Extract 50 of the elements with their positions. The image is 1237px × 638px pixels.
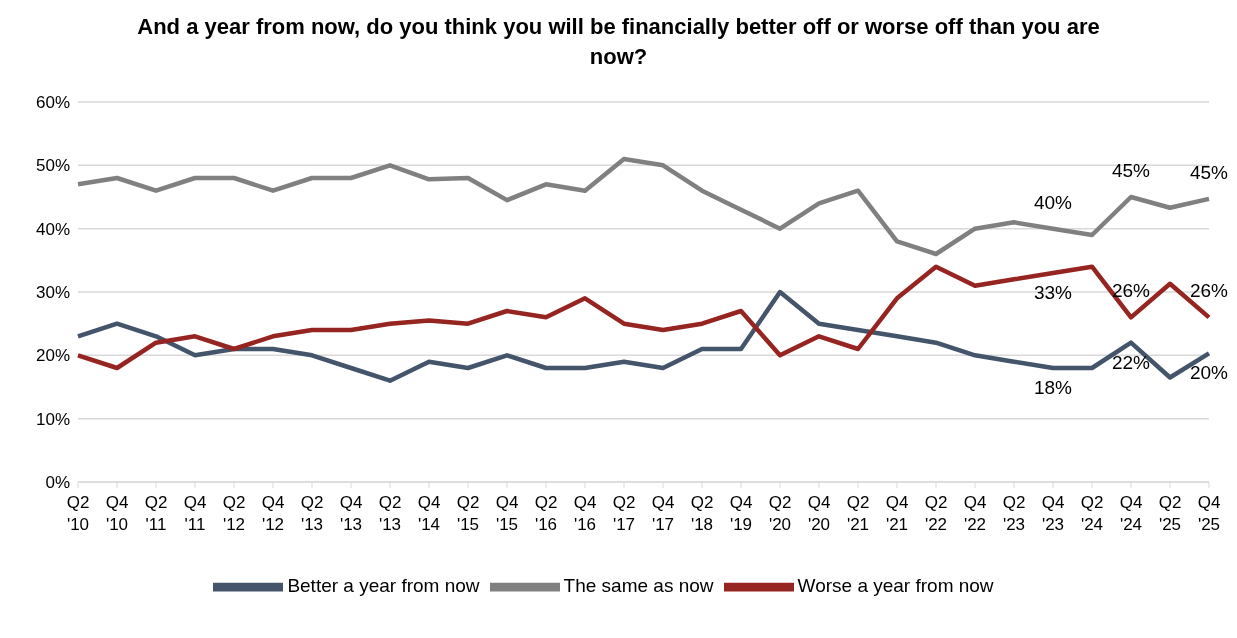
data-label: 45% xyxy=(1189,161,1229,183)
legend-label: The same as now xyxy=(563,575,714,597)
y-tick-label: 0% xyxy=(45,473,70,493)
x-tick-label: Q4 '20 xyxy=(807,493,831,534)
legend-label: Worse a year from now xyxy=(797,575,994,597)
y-tick-label: 20% xyxy=(35,346,70,366)
x-tick-label: Q2 '20 xyxy=(768,493,792,534)
x-tick-label: Q4 '17 xyxy=(651,493,675,534)
data-label: 26% xyxy=(1189,280,1229,302)
x-tick-label: Q4 '15 xyxy=(495,493,519,534)
y-tick-label: 30% xyxy=(35,283,70,303)
x-tick-label: Q4 '19 xyxy=(729,493,753,534)
x-tick-label: Q4 '22 xyxy=(963,493,987,534)
x-tick-label: Q2 '25 xyxy=(1158,493,1182,534)
data-label: 33% xyxy=(1033,282,1073,303)
y-tick-label: 50% xyxy=(35,156,70,176)
x-tick-label: Q4 '13 xyxy=(339,493,363,534)
y-tick-label: 40% xyxy=(35,219,70,239)
x-tick-label: Q4 '16 xyxy=(573,493,597,534)
x-tick-label: Q2 '11 xyxy=(144,493,168,534)
x-tick-label: Q2 '23 xyxy=(1002,493,1026,534)
x-tick-label: Q2 '17 xyxy=(612,493,636,534)
x-tick-label: Q4 '11 xyxy=(183,493,207,534)
x-tick-label: Q2 '18 xyxy=(690,493,714,534)
x-tick-label: Q4 '12 xyxy=(261,493,285,534)
legend-label: Better a year from now xyxy=(287,575,480,597)
x-tick-label: Q2 '13 xyxy=(300,493,324,534)
data-label: 18% xyxy=(1033,377,1073,398)
x-tick-label: Q2 '12 xyxy=(222,493,246,534)
x-tick-label: Q4 '10 xyxy=(105,493,129,534)
x-tick-label: Q2 '10 xyxy=(66,493,90,534)
x-tick-label: Q4 '21 xyxy=(885,493,909,534)
x-tick-label: Q2 '24 xyxy=(1080,493,1104,534)
data-label: 26% xyxy=(1111,280,1151,302)
y-tick-label: 10% xyxy=(35,409,70,429)
x-tick-label: Q4 '25 xyxy=(1197,493,1221,534)
x-tick-label: Q4 '24 xyxy=(1119,493,1143,534)
data-label: 45% xyxy=(1111,160,1151,181)
chart-title: And a year from now, do you think you will be financially better off or worse off than you are now? xyxy=(136,13,1101,71)
x-tick-label: Q4 '23 xyxy=(1041,493,1065,534)
data-label: 40% xyxy=(1033,191,1073,213)
x-tick-label: Q2 '21 xyxy=(846,493,870,534)
data-label: 20% xyxy=(1189,362,1229,384)
x-tick-label: Q2 '22 xyxy=(924,493,948,534)
x-tick-label: Q2 '15 xyxy=(456,493,480,534)
x-tick-label: Q4 '14 xyxy=(417,493,441,534)
x-tick-label: Q2 '16 xyxy=(534,493,558,534)
y-tick-label: 60% xyxy=(35,93,70,113)
x-tick-label: Q2 '13 xyxy=(378,493,402,534)
data-label: 22% xyxy=(1111,351,1151,373)
